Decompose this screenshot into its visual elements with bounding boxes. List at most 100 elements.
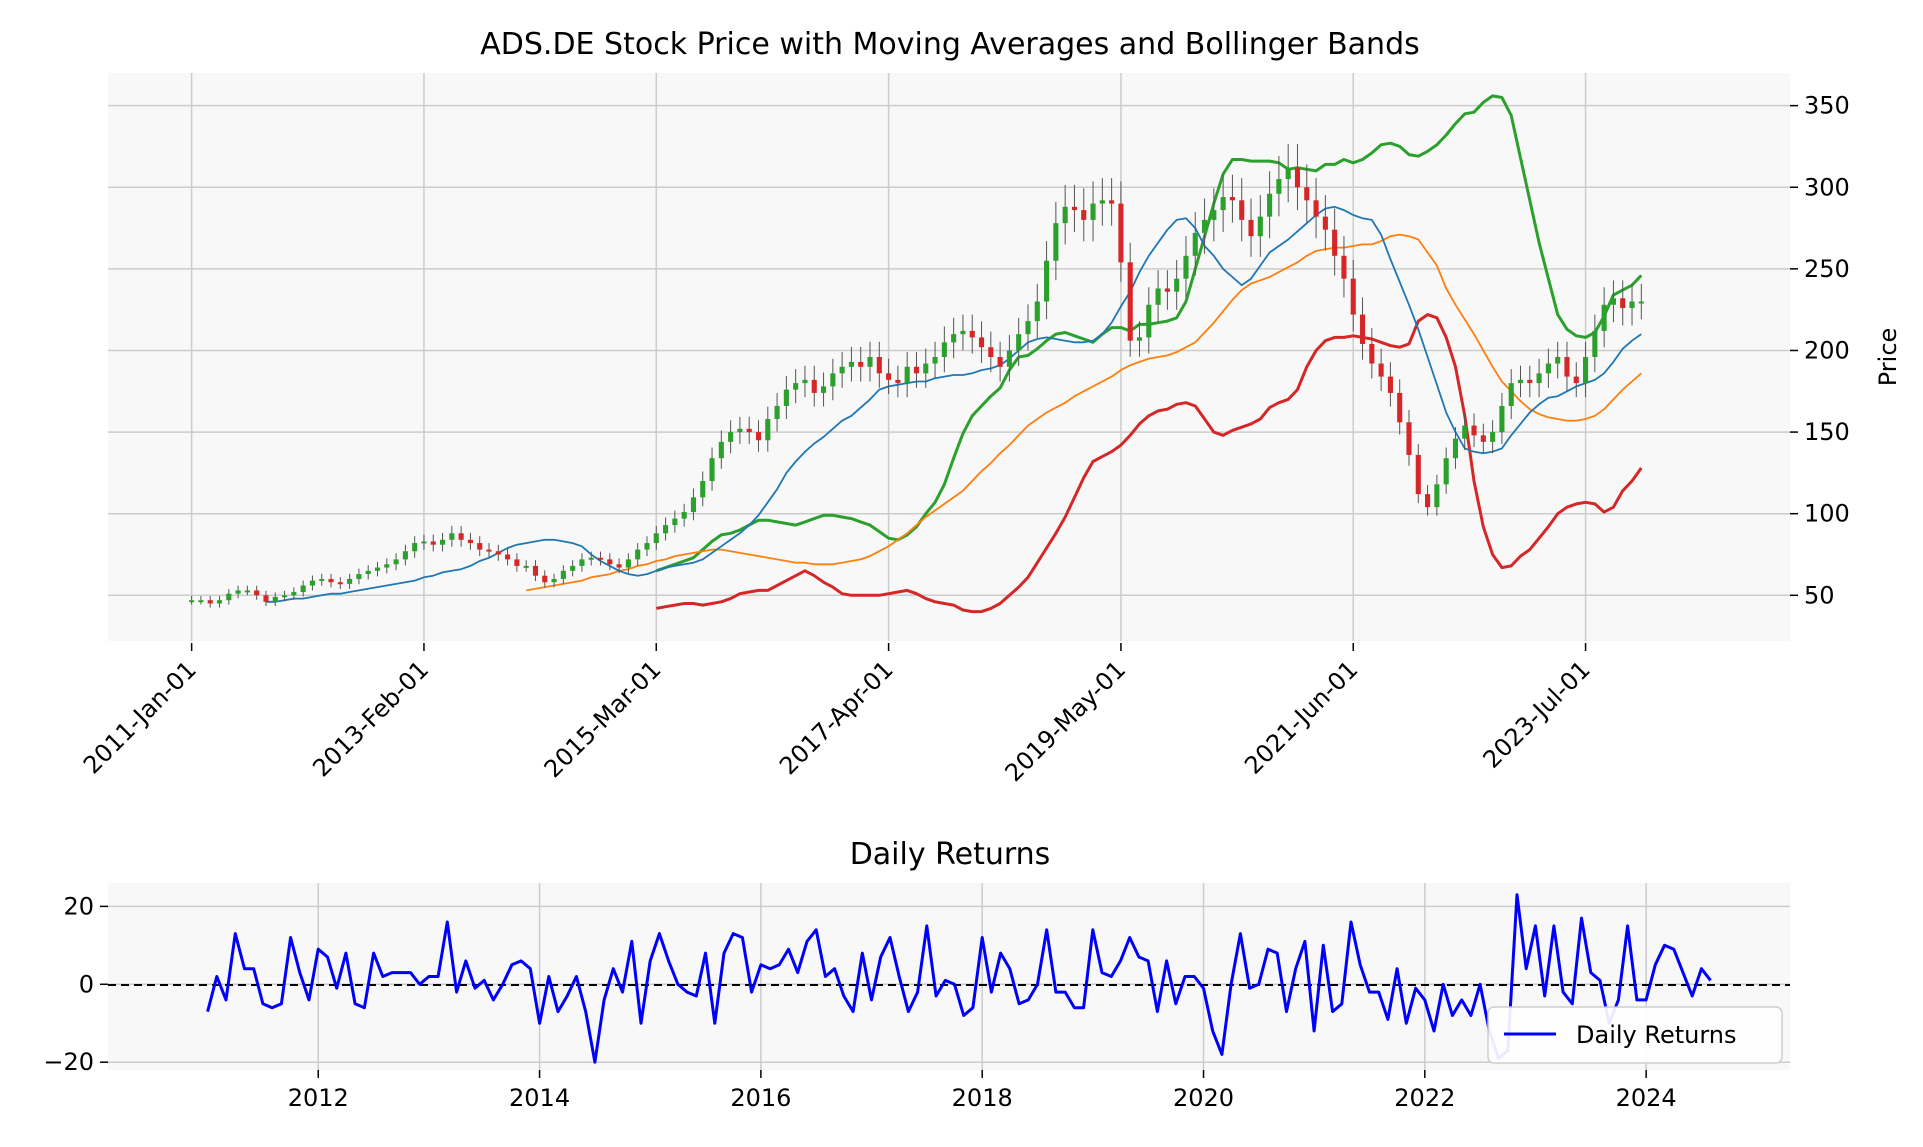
candle-down [1118, 203, 1124, 263]
candle-down [755, 432, 762, 441]
candle-up [941, 342, 947, 357]
candle-up [439, 539, 446, 545]
candle-up [625, 559, 631, 568]
candle-up [189, 600, 195, 603]
candle-up [951, 334, 957, 343]
candle-up [867, 357, 873, 367]
candle-down [467, 539, 473, 544]
candle-up [1462, 425, 1468, 439]
candle-up [1062, 206, 1068, 224]
price-y-tick-label: 150 [1804, 418, 1850, 446]
candle-up [1136, 337, 1143, 341]
candle-down [1239, 200, 1245, 220]
candle-down [1164, 288, 1170, 292]
candle-down [607, 559, 613, 565]
returns-x-tick-label: 2022 [1394, 1084, 1455, 1112]
candle-up [356, 574, 362, 579]
candle-up [1443, 458, 1449, 485]
candle-up [1025, 321, 1031, 335]
candle-up [1099, 200, 1105, 204]
candle-up [560, 570, 566, 579]
candle-up [384, 564, 390, 568]
candle-down [337, 582, 343, 585]
price-candles [189, 143, 1644, 608]
candle-down [1304, 187, 1310, 201]
candle-up [820, 386, 827, 393]
returns-y-tick-label: 0 [79, 970, 94, 998]
candle-up [848, 361, 854, 367]
candle-down [811, 379, 817, 393]
candle-down [1109, 200, 1115, 204]
candle-down [1341, 255, 1347, 279]
candle-up [709, 458, 715, 482]
candle-down [858, 361, 864, 367]
candle-up [551, 578, 557, 583]
candle-up [216, 600, 223, 604]
candle-up [1434, 484, 1440, 508]
candle-up [300, 585, 306, 593]
candle-down [886, 373, 892, 380]
candle-up [653, 533, 659, 544]
price-y-tick-label: 250 [1804, 255, 1850, 283]
candle-down [1332, 229, 1338, 256]
candle-down [1573, 376, 1579, 384]
candle-up [1629, 301, 1635, 309]
candle-up [449, 533, 455, 540]
candle-down [495, 551, 501, 555]
price-y-tick-label: 200 [1804, 336, 1850, 364]
candle-up [588, 557, 594, 560]
price-y-axis-label: Price [1874, 328, 1902, 387]
candle-up [923, 363, 929, 374]
candle-up [1592, 330, 1598, 357]
candle-up [1257, 216, 1263, 237]
price-x-tick-label: 2023-Jul-01 [1478, 655, 1596, 773]
candle-up [282, 595, 288, 598]
candle-down [969, 330, 975, 338]
price-plot-area [108, 73, 1790, 641]
price-x-tick-label: 2015-Mar-01 [539, 655, 667, 783]
candle-up [793, 383, 799, 390]
price-y-ticks: 50 100 150 200 250 300 350 [1790, 92, 1850, 609]
candle-up [393, 559, 399, 565]
candle-up [1183, 255, 1189, 279]
candle-up [1276, 179, 1282, 194]
candle-up [1174, 278, 1180, 292]
candle-down [254, 590, 260, 596]
candle-up [700, 481, 706, 498]
candle-up [412, 543, 418, 552]
price-y-tick-label: 300 [1804, 173, 1850, 201]
candle-up [198, 600, 204, 603]
candle-up [374, 567, 381, 571]
returns-y-tick-label: −20 [43, 1048, 94, 1076]
candle-up [1610, 298, 1616, 305]
candle-down [1359, 314, 1366, 344]
daily-returns-line [206, 893, 1712, 1064]
returns-x-tick-label: 2014 [509, 1084, 570, 1112]
returns-x-ticks: 2012 2014 2016 2018 2020 2022 2024 [288, 1070, 1677, 1112]
candle-down [532, 565, 539, 576]
price-y-tick-label: 350 [1804, 92, 1850, 120]
legend-box [1487, 1006, 1783, 1064]
candle-down [486, 549, 492, 552]
candle-down [997, 357, 1003, 367]
candle-up [1090, 203, 1096, 220]
price-x-tick-label: 2019-May-01 [1000, 655, 1132, 787]
candle-up [839, 366, 845, 374]
candle-down [1071, 206, 1078, 211]
candle-down [430, 541, 436, 545]
candle-up [765, 419, 771, 441]
candle-down [876, 357, 882, 374]
candle-down [1425, 494, 1431, 508]
short-moving-average-line [266, 205, 1642, 603]
candle-up [681, 512, 687, 519]
returns-legend: Daily Returns [1487, 1006, 1783, 1064]
candle-up [1583, 357, 1589, 384]
candle-up [1490, 432, 1496, 442]
returns-chart-title: Daily Returns [850, 837, 1051, 872]
candle-up [1545, 363, 1551, 374]
candle-down [1127, 262, 1133, 341]
price-x-tick-label: 2013-Feb-01 [307, 655, 434, 782]
candle-up [1601, 304, 1607, 331]
candle-down [746, 428, 752, 433]
